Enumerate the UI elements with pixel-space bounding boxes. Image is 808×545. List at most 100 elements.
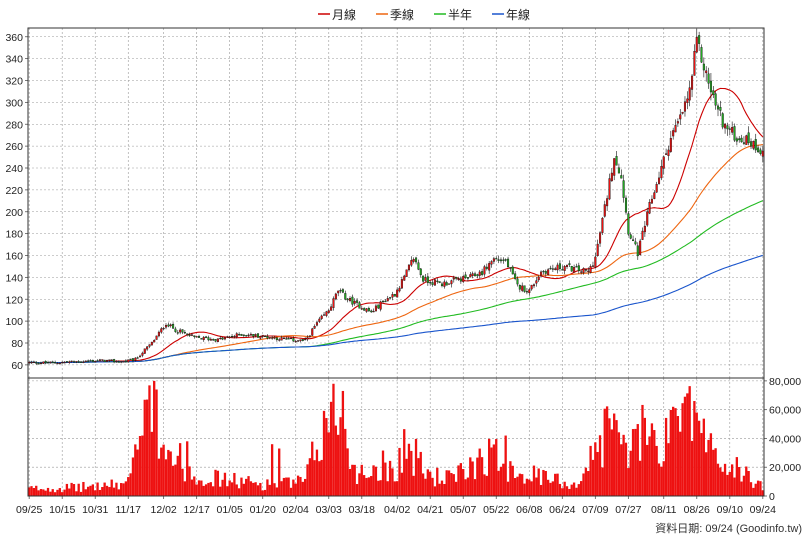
candle-body: [186, 333, 189, 335]
candle-body: [70, 360, 73, 362]
candle-body: [528, 289, 531, 294]
candle-body: [514, 273, 517, 279]
candle-body: [584, 269, 587, 271]
volume-bar: [384, 462, 387, 496]
candle-body: [650, 198, 653, 204]
volume-bar: [480, 457, 484, 496]
ma-line-3: [29, 254, 763, 364]
candle-body: [587, 270, 590, 272]
candle-body: [478, 271, 481, 276]
price-tick-label: 80: [11, 338, 23, 350]
date-tick-label: 12/17: [184, 504, 210, 516]
candle-body: [273, 337, 276, 339]
volume-bar: [188, 466, 191, 496]
candle-body: [455, 276, 458, 279]
candle-body: [35, 362, 38, 364]
candle-body: [745, 135, 748, 145]
candle-body: [429, 282, 432, 284]
volume-bar: [676, 416, 680, 496]
volume-bar: [634, 428, 637, 496]
volume-bar: [367, 477, 371, 496]
volume-bar: [605, 406, 609, 496]
volume-bar: [61, 492, 64, 496]
volume-bar: [554, 473, 557, 496]
candle-body: [84, 360, 87, 362]
candle-body: [667, 149, 670, 157]
candle-body: [679, 114, 682, 120]
volume-bar: [112, 487, 116, 496]
candle-body: [200, 338, 203, 340]
candle-body: [490, 261, 493, 265]
volume-bar: [261, 490, 264, 496]
volume-bar: [591, 459, 595, 496]
candle-body: [426, 276, 429, 283]
volume-bar: [292, 479, 295, 496]
volume-bar: [101, 487, 104, 496]
candle-body: [370, 310, 373, 313]
candle-body: [346, 298, 349, 301]
volume-bar: [391, 468, 394, 496]
candle-body: [49, 361, 52, 363]
candle-body: [448, 283, 451, 285]
volume-bar: [631, 429, 635, 496]
candle-body: [549, 267, 552, 270]
volume-bar: [759, 481, 762, 496]
volume-bar: [622, 434, 625, 496]
candle-body: [228, 336, 231, 338]
candle-body: [400, 279, 403, 289]
candle-body: [80, 361, 83, 363]
volume-bar: [141, 435, 144, 496]
volume-bar: [270, 444, 274, 496]
volume-bar: [200, 480, 203, 496]
candle-body: [384, 300, 387, 303]
candle-body: [516, 278, 519, 285]
volume-bar: [204, 484, 208, 496]
volume-bar: [89, 485, 92, 496]
candle-body: [504, 259, 507, 261]
volume-bar: [254, 482, 257, 496]
date-tick-label: 09/10: [717, 504, 743, 516]
volume-bar: [148, 385, 151, 496]
candle-body: [183, 331, 186, 334]
volume-bar: [155, 389, 158, 496]
volume-bar: [280, 481, 283, 496]
volume-bar: [672, 406, 675, 496]
volume-bar: [169, 451, 172, 496]
candle-body: [450, 280, 453, 285]
candle-body: [315, 322, 318, 326]
candle-body: [139, 355, 142, 358]
volume-bar: [209, 482, 212, 496]
candle-body: [344, 293, 347, 300]
volume-bar: [315, 449, 319, 496]
candle-body: [733, 126, 736, 141]
candle-body: [481, 271, 484, 275]
candle-body: [393, 294, 396, 297]
volume-bars: [28, 380, 764, 496]
volume-bar: [688, 386, 691, 496]
volume-bar: [72, 484, 76, 496]
candle-body: [47, 361, 50, 364]
candle-body: [643, 225, 646, 233]
volume-bar: [51, 489, 54, 496]
volume-bar: [681, 403, 684, 496]
volume-bar: [521, 474, 524, 496]
candle-body: [724, 123, 727, 129]
volume-bar: [98, 489, 102, 496]
volume-bar: [712, 449, 715, 496]
price-tick-label: 200: [5, 207, 23, 219]
volume-bar: [28, 487, 31, 496]
volume-bar: [44, 490, 47, 496]
volume-bar: [624, 442, 628, 496]
candle-body: [266, 336, 269, 339]
volume-bar: [598, 435, 602, 496]
candle-body: [174, 328, 177, 332]
volume-bar: [752, 487, 755, 496]
candle-body: [292, 338, 295, 342]
volume-bar: [134, 444, 137, 496]
candle-body: [56, 362, 59, 365]
date-axis: 09/25 10/15 10/31 11/17 12/02 12/17 01/05 01/20…: [16, 496, 776, 516]
candle-body: [674, 125, 677, 133]
volume-bar: [473, 479, 477, 496]
candle-body: [627, 213, 630, 235]
volume-bar: [247, 476, 250, 496]
